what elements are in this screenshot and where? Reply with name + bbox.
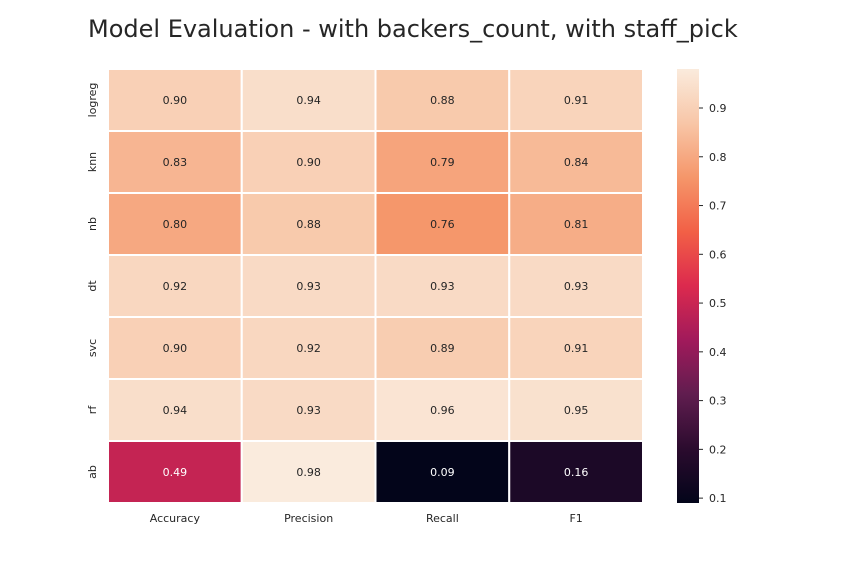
cell-value-label: 0.91: [564, 342, 589, 355]
cell-value-label: 0.93: [296, 280, 321, 293]
colorbar-tick-label: 0.3: [709, 395, 727, 408]
cell-value-label: 0.93: [564, 280, 589, 293]
colorbar-tick-label: 0.8: [709, 151, 727, 164]
heatmap-cell: [107, 68, 243, 132]
cell-value-label: 0.09: [430, 466, 455, 479]
cell-value-label: 0.95: [564, 404, 589, 417]
colorbar-tick-label: 0.1: [709, 492, 727, 505]
heatmap-cell: [508, 130, 644, 194]
x-tick-label: F1: [569, 512, 582, 525]
x-tick-label: Recall: [426, 512, 459, 525]
colorbar-tick-label: 0.5: [709, 297, 727, 310]
heatmap-cell: [107, 440, 243, 504]
cell-value-label: 0.92: [163, 280, 188, 293]
cell-value-label: 0.83: [163, 156, 188, 169]
y-axis-tick-labels: logreg knn nb dt svc rf ab: [86, 83, 99, 479]
heatmap-cell: [107, 378, 243, 442]
heatmap-cell: [107, 316, 243, 380]
y-tick-label: nb: [86, 217, 99, 231]
cell-value-label: 0.89: [430, 342, 455, 355]
cell-value-label: 0.90: [163, 342, 188, 355]
y-tick-label: dt: [86, 280, 99, 292]
y-tick-label: svc: [86, 339, 99, 357]
colorbar-tick-label: 0.4: [709, 346, 727, 359]
heatmap-cell: [240, 192, 377, 256]
cell-value-label: 0.98: [296, 466, 321, 479]
heatmap-cells: [107, 68, 644, 504]
cell-value-label: 0.49: [163, 466, 188, 479]
cell-value-label: 0.94: [296, 94, 321, 107]
heatmap-cell: [374, 378, 511, 442]
colorbar-tick-label: 0.9: [709, 102, 727, 115]
chart-title: Model Evaluation - with backers_count, w…: [88, 15, 738, 43]
heatmap-cell: [508, 192, 644, 256]
cell-value-label: 0.88: [430, 94, 455, 107]
heatmap-cell: [240, 130, 377, 194]
cell-value-label: 0.92: [296, 342, 321, 355]
heatmap-cell: [240, 254, 377, 318]
y-tick-label: ab: [86, 465, 99, 479]
y-tick-label: logreg: [86, 83, 99, 118]
heatmap-cell: [508, 378, 644, 442]
cell-value-label: 0.79: [430, 156, 455, 169]
cell-value-label: 0.93: [430, 280, 455, 293]
x-axis-tick-labels: Accuracy Precision Recall F1: [150, 512, 583, 525]
heatmap-cell: [508, 316, 644, 380]
colorbar-tick-label: 0.2: [709, 443, 727, 456]
colorbar-tick-label: 0.7: [709, 200, 727, 213]
cell-value-label: 0.76: [430, 218, 455, 231]
heatmap-cell: [508, 440, 644, 504]
y-tick-label: knn: [86, 152, 99, 172]
x-tick-label: Accuracy: [150, 512, 201, 525]
colorbar-tick-label: 0.6: [709, 248, 727, 261]
heatmap-cell: [374, 316, 511, 380]
cell-value-label: 0.93: [296, 404, 321, 417]
cell-value-label: 0.94: [163, 404, 188, 417]
colorbar: [677, 69, 699, 503]
colorbar-ticks: 0.1 0.2 0.3 0.4 0.5 0.6 0.7 0.8 0.9: [699, 102, 727, 505]
x-tick-label: Precision: [284, 512, 333, 525]
heatmap-cell: [508, 68, 644, 132]
y-tick-label: rf: [86, 405, 99, 415]
cell-value-label: 0.81: [564, 218, 589, 231]
cell-value-label: 0.90: [163, 94, 188, 107]
cell-value-label: 0.96: [430, 404, 455, 417]
cell-value-label: 0.16: [564, 466, 589, 479]
cell-value-label: 0.88: [296, 218, 321, 231]
heatmap-cell: [240, 316, 377, 380]
cell-value-label: 0.84: [564, 156, 589, 169]
heatmap-cell: [374, 440, 511, 504]
cell-value-label: 0.91: [564, 94, 589, 107]
heatmap-cell-labels: 0.90 0.94 0.88 0.91 0.83 0.90 0.79 0.84 0.80 0.88…: [163, 94, 589, 479]
cell-value-label: 0.80: [163, 218, 188, 231]
heatmap-cell: [240, 378, 377, 442]
heatmap-cell: [508, 254, 644, 318]
cell-value-label: 0.90: [296, 156, 321, 169]
heatmap-cell: [240, 68, 377, 132]
